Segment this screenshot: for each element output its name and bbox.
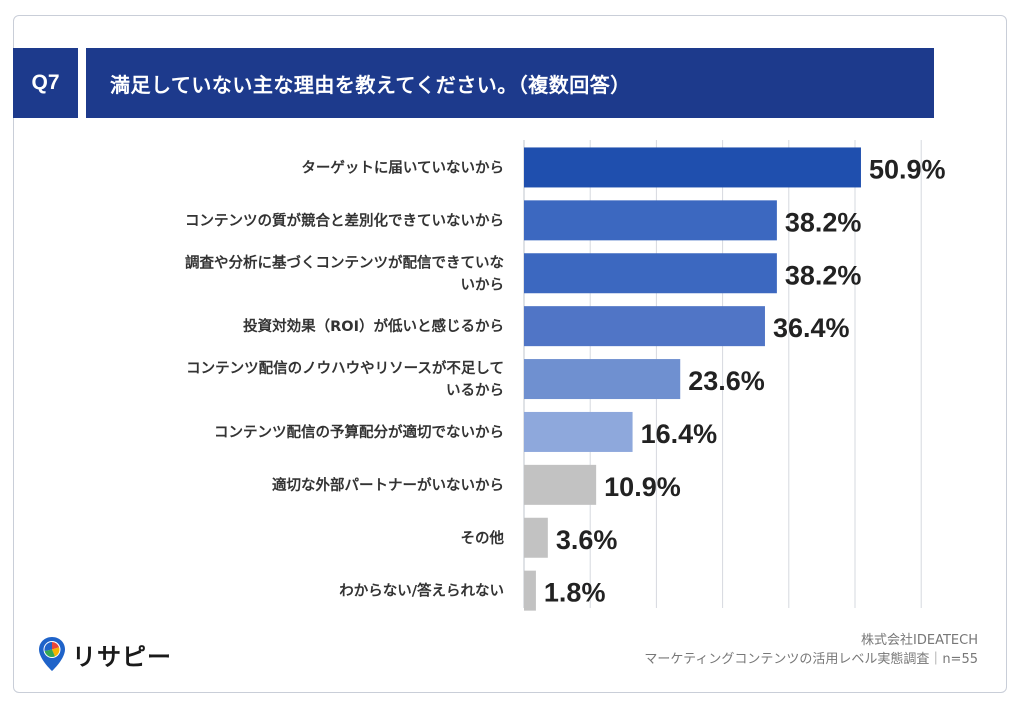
category-label: コンテンツ配信のノウハウやリソースが不足して bbox=[186, 359, 504, 377]
footer-company: 株式会社IDEATECH bbox=[861, 633, 978, 648]
logo-pin-icon bbox=[39, 637, 65, 671]
chart-title-text: 満足していない主な理由を教えてください。（複数回答） bbox=[110, 72, 631, 97]
category-label: 適切な外部パートナーがいないから bbox=[272, 476, 504, 494]
risapi-logo: リサピー bbox=[38, 636, 172, 672]
value-label: 38.2% bbox=[785, 260, 862, 290]
logo-text: リサピー bbox=[72, 642, 172, 671]
value-label: 10.9% bbox=[604, 472, 681, 502]
category-label: 調査や分析に基づくコンテンツが配信できていな bbox=[185, 253, 504, 271]
category-label: わからない/答えられない bbox=[339, 582, 504, 600]
bar bbox=[524, 306, 765, 347]
value-label: 16.4% bbox=[641, 419, 718, 449]
bar bbox=[524, 147, 861, 188]
category-label: コンテンツ配信の予算配分が適切でないから bbox=[214, 423, 504, 441]
card-frame bbox=[13, 15, 1007, 693]
category-label: いから bbox=[461, 276, 505, 293]
value-label: 23.6% bbox=[688, 366, 765, 396]
footer-survey: マーケティングコンテンツの活用レベル実態調査｜n=55 bbox=[644, 652, 978, 667]
value-label: 36.4% bbox=[773, 313, 850, 343]
footer: 株式会社IDEATECH マーケティングコンテンツの活用レベル実態調査｜n=55 bbox=[644, 631, 978, 669]
category-label: 投資対効果（ROI）が低いと感じるから bbox=[243, 317, 504, 335]
value-label: 38.2% bbox=[785, 207, 862, 237]
value-label: 50.9% bbox=[869, 154, 946, 184]
bar bbox=[524, 517, 548, 558]
value-label: 3.6% bbox=[556, 525, 618, 555]
category-label: いるから bbox=[446, 382, 504, 399]
bar bbox=[524, 200, 777, 241]
category-label: コンテンツの質が競合と差別化できていないから bbox=[185, 211, 504, 229]
value-label: 1.8% bbox=[544, 578, 606, 608]
bar bbox=[524, 359, 681, 400]
bar bbox=[524, 411, 633, 452]
chart-title: 満足していない主な理由を教えてください。（複数回答） bbox=[86, 48, 934, 118]
question-badge: Q7 bbox=[13, 48, 78, 118]
category-label: その他 bbox=[461, 529, 505, 547]
bar bbox=[524, 464, 597, 505]
category-label: ターゲットに届いていないから bbox=[301, 158, 504, 176]
bar bbox=[524, 253, 777, 294]
bar bbox=[524, 570, 536, 611]
